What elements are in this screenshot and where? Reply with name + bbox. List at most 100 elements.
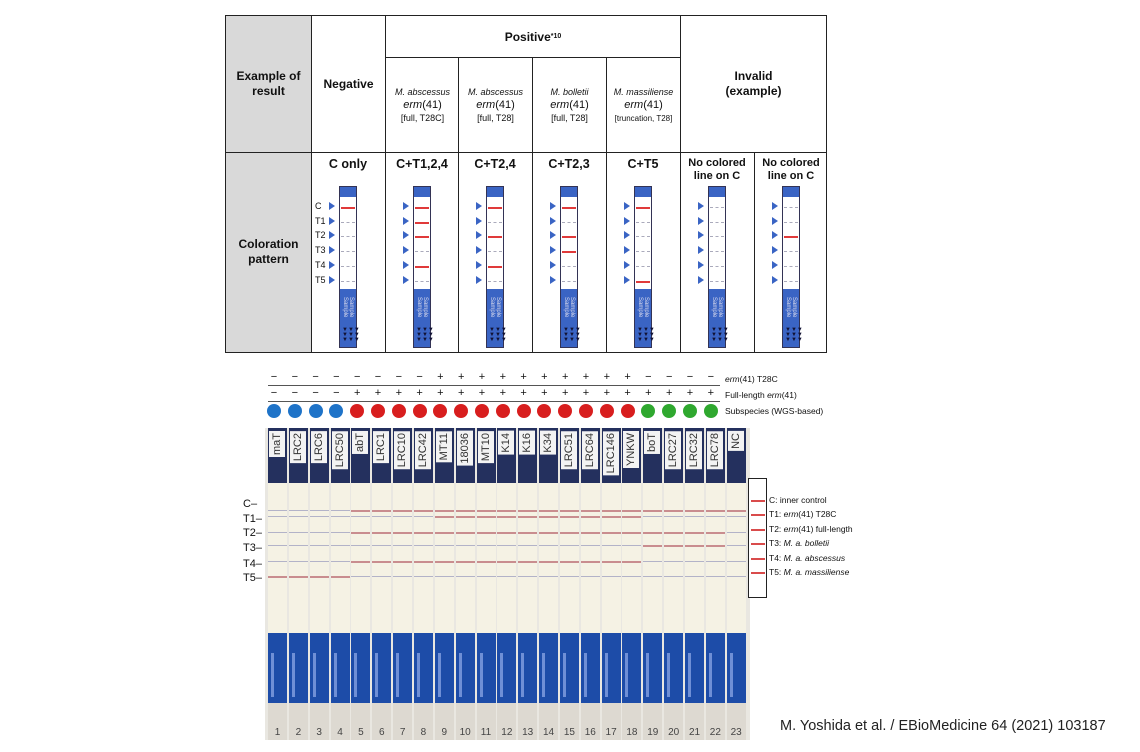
line-arrow-icon <box>772 261 778 269</box>
strip-number: 2 <box>295 727 302 738</box>
full-length-indicator: + <box>665 387 673 399</box>
subspecies-dot <box>287 404 302 418</box>
test-strip-diagram: Sample Sample ▼▼▼ ▼▼▼ ▼▼▼ <box>486 186 507 348</box>
strip-number: 15 <box>563 727 575 738</box>
line-arrow-icon <box>403 202 409 210</box>
t28c-indicator: − <box>353 371 361 383</box>
colored-line <box>415 236 429 238</box>
strip-lane: LRC51 15 <box>559 428 579 740</box>
photo-line-label: T4– <box>243 558 262 570</box>
strip-name: K34 <box>540 431 557 455</box>
line-arrow-icon <box>329 246 335 254</box>
strip-name: LRC146 <box>602 431 619 476</box>
subspecies-row-label: Subspecies (WGS-based) <box>725 406 824 416</box>
pattern-title-4: C+T2,3 <box>548 157 590 171</box>
strip-number: 1 <box>274 727 281 738</box>
strip-number: 12 <box>501 727 513 738</box>
strip-number: 4 <box>337 727 343 738</box>
line-arrow-icon <box>403 246 409 254</box>
photo-line-label: T1– <box>243 513 262 525</box>
strip-name: K14 <box>498 431 515 455</box>
strip-lane: K16 13 <box>518 428 538 740</box>
full-length-indicator: + <box>353 387 361 399</box>
strip-lane: LRC42 8 <box>413 428 433 740</box>
subspecies-dot <box>558 404 573 418</box>
line-arrow-icon <box>403 231 409 239</box>
line-arrow-icon <box>550 276 556 284</box>
line-label: T2 <box>315 230 326 240</box>
line-arrow-icon <box>550 261 556 269</box>
photo-line-label: T2– <box>243 527 262 539</box>
strip-name: LRC51 <box>560 431 577 470</box>
t28c-indicator: + <box>541 371 548 383</box>
strip-lane: LRC1 6 <box>372 428 392 740</box>
strip-lane: LRC27 20 <box>664 428 684 740</box>
colored-line <box>488 207 502 209</box>
test-strip-diagram: Sample Sample ▼▼▼ ▼▼▼ ▼▼▼ <box>708 186 729 348</box>
subspecies-dot <box>620 404 635 418</box>
subspecies-dot <box>475 404 489 418</box>
legend-bar <box>751 572 765 574</box>
strip-number: 7 <box>399 727 406 738</box>
example-of-result-header: Example of result <box>236 69 301 98</box>
positive-column-1: M. abscessus erm(41) [full, T28C] <box>386 58 459 152</box>
t28c-indicator: − <box>374 371 382 383</box>
full-length-indicator: − <box>270 387 278 399</box>
pattern-title-1: C only <box>328 157 368 171</box>
t28c-indicator: − <box>665 371 673 383</box>
legend-item: C: inner control <box>769 495 827 505</box>
t28c-indicator: − <box>416 371 423 383</box>
strip-name: K16 <box>519 431 536 455</box>
strip-number: 18 <box>626 727 638 738</box>
strip-number: 23 <box>730 727 742 738</box>
line-arrow-icon <box>403 261 409 269</box>
positive-column-3: M. bolletii erm(41) [full, T28] <box>533 58 606 152</box>
subspecies-dot <box>641 404 656 418</box>
line-arrow-icon <box>698 276 704 284</box>
strip-lane: LRC2 2 <box>288 428 308 740</box>
t28c-indicator: + <box>582 371 590 383</box>
full-length-indicator: + <box>437 387 444 399</box>
line-arrow-icon <box>476 231 482 239</box>
strip-lane: 18036 10 <box>455 428 475 740</box>
line-label: T1 <box>315 216 326 226</box>
subspecies-dot <box>371 404 385 418</box>
colored-line <box>488 266 502 268</box>
line-label: C <box>315 201 322 211</box>
gene-detail: [full, T28] <box>551 112 588 123</box>
colored-line <box>562 251 576 253</box>
strip-number: 10 <box>459 727 471 738</box>
strip-lane: LRC10 7 <box>393 428 413 740</box>
t28c-indicator: − <box>270 371 278 383</box>
colored-line <box>636 281 650 283</box>
strip-lane: YNKW 18 <box>622 428 642 740</box>
species-name: M. abscessus <box>394 86 451 97</box>
strip-lane: boT 19 <box>643 428 663 740</box>
t28c-indicator: − <box>686 371 694 383</box>
line-arrow-icon <box>772 276 778 284</box>
full-length-indicator: + <box>499 387 507 399</box>
t28c-indicator: − <box>333 371 340 383</box>
species-name: M. bolletii <box>550 86 589 97</box>
line-arrow-icon <box>329 276 335 284</box>
line-arrow-icon <box>476 261 482 269</box>
gene-name: erm(41) <box>476 98 515 111</box>
line-arrow-icon <box>403 217 409 225</box>
colored-line <box>415 266 429 268</box>
subspecies-dot <box>329 404 344 418</box>
line-arrow-icon <box>624 217 630 225</box>
full-length-indicator: + <box>686 387 694 399</box>
strip-lane: K14 12 <box>497 428 517 740</box>
strip-number: 21 <box>688 727 701 738</box>
line-arrow-icon <box>698 231 704 239</box>
strip-number: 17 <box>605 727 617 738</box>
strip-name: LRC42 <box>414 431 431 470</box>
legend-bar <box>751 514 765 516</box>
photo-line-label: C– <box>243 498 258 510</box>
full-length-indicator: + <box>374 387 382 399</box>
line-arrow-icon <box>329 217 335 225</box>
t28c-indicator: − <box>395 371 403 383</box>
full-length-indicator: − <box>312 387 319 399</box>
strip-name: MT10 <box>477 431 494 464</box>
strip-lane: LRC78 22 <box>705 428 725 740</box>
